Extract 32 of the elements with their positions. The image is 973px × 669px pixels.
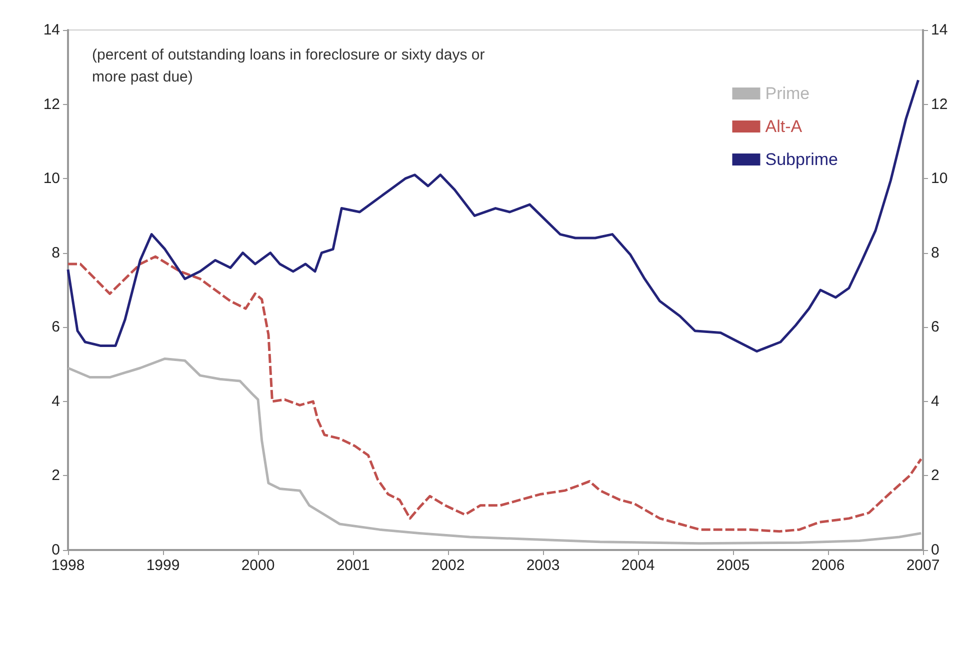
y2-tick-label: 0 xyxy=(931,542,940,558)
x-tick-label: 2003 xyxy=(526,557,560,574)
annotation: (percent of outstanding loans in foreclosure or sixty days or more past due) xyxy=(92,46,489,86)
y-tick-label: 4 xyxy=(52,392,60,410)
y2-tick-label: 12 xyxy=(931,96,948,113)
legend-label: Prime xyxy=(765,84,810,103)
y-tick-label: 12 xyxy=(43,96,60,113)
x-tick-label: 1999 xyxy=(146,557,180,574)
x-tick-label: 2004 xyxy=(621,557,655,574)
x-tick-label: 2001 xyxy=(336,557,370,574)
x-tick-label: 2005 xyxy=(716,557,750,574)
y2-tick-label: 14 xyxy=(931,22,948,38)
y2-tick-label: 8 xyxy=(931,244,940,262)
x-tick-label: 2007 xyxy=(906,557,940,574)
y-tick-label: 0 xyxy=(52,542,60,558)
y2-tick-label: 10 xyxy=(931,170,948,188)
y-tick-label: 14 xyxy=(43,22,60,38)
y2-tick-label: 6 xyxy=(931,318,940,336)
y2-tick-label: 4 xyxy=(931,392,940,410)
line-series xyxy=(66,255,922,533)
y-tick-label: 6 xyxy=(52,318,60,336)
y-tick-label: 10 xyxy=(43,170,60,188)
y2-tick-label: 2 xyxy=(931,467,940,484)
legend-label: Subprime xyxy=(765,150,838,169)
x-tick-label: 2002 xyxy=(431,557,465,574)
line-series xyxy=(66,357,922,545)
x-tick-label: 2000 xyxy=(241,557,275,574)
y-tick-label: 2 xyxy=(52,467,60,484)
legend-label: Alt-A xyxy=(765,117,803,136)
x-tick-label: 1998 xyxy=(51,557,85,574)
x-tick-label: 2006 xyxy=(811,557,845,574)
y-tick-label: 8 xyxy=(52,244,60,262)
